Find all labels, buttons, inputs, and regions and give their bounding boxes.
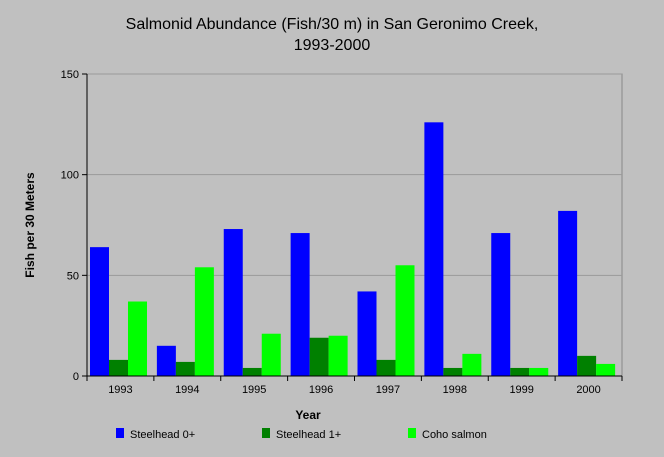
bar-steelhead-1--1996	[309, 337, 329, 376]
bars-group	[90, 122, 616, 376]
legend-swatch-steelhead-1-	[262, 428, 270, 438]
x-tick-label-1998: 1998	[443, 384, 467, 396]
bar-steelhead-1--1998	[443, 367, 463, 376]
y-tick-label-150: 150	[61, 69, 79, 81]
bar-steelhead-0--1994	[156, 345, 176, 376]
bar-steelhead-0--1996	[290, 233, 310, 376]
bar-coho-salmon-1999	[529, 367, 549, 376]
bar-steelhead-0--1993	[90, 247, 109, 376]
bar-coho-salmon-2000	[596, 363, 616, 376]
bar-steelhead-0--1999	[491, 233, 511, 376]
chart-title-line-2: 1993-2000	[293, 37, 371, 54]
y-tick-label-100: 100	[61, 170, 79, 182]
bar-steelhead-1--1994	[175, 361, 195, 376]
legend-label-steelhead-1-: Steelhead 1+	[276, 429, 341, 441]
bar-steelhead-0--2000	[558, 210, 578, 376]
bar-steelhead-1--1999	[510, 367, 530, 376]
legend-label-steelhead-0-: Steelhead 0+	[130, 429, 195, 441]
bar-steelhead-1--1997	[376, 359, 396, 376]
legend-swatch-coho-salmon	[408, 428, 416, 438]
legend-label-coho-salmon: Coho salmon	[422, 429, 487, 441]
x-axis-label: Year	[295, 408, 321, 422]
plot-area	[86, 73, 623, 377]
bar-coho-salmon-1997	[395, 265, 415, 376]
bar-steelhead-0--1995	[223, 229, 243, 376]
x-tick-label-1999: 1999	[509, 384, 533, 396]
bar-steelhead-0--1997	[357, 291, 377, 376]
bar-coho-salmon-1994	[194, 267, 214, 376]
bar-steelhead-0--1998	[424, 122, 444, 376]
bar-steelhead-1--1993	[109, 359, 128, 376]
x-tick-label-2000: 2000	[576, 384, 600, 396]
y-tick-label-0: 0	[73, 371, 79, 383]
bar-coho-salmon-1998	[462, 353, 482, 376]
bar-coho-salmon-1993	[128, 301, 147, 376]
bar-steelhead-1--2000	[577, 355, 597, 376]
legend: Steelhead 0+ Steelhead 1+ Coho salmon	[116, 428, 487, 441]
x-tick-label-1994: 1994	[175, 384, 199, 396]
y-tick-label-50: 50	[67, 270, 79, 282]
x-tick-label-1993: 1993	[108, 384, 132, 396]
legend-swatch-steelhead-0-	[116, 428, 124, 438]
bar-coho-salmon-1995	[261, 333, 281, 376]
chart-title-line-1: Salmonid Abundance (Fish/30 m) in San Ge…	[125, 16, 539, 33]
axes-group	[82, 73, 623, 381]
x-tick-label-1996: 1996	[309, 384, 333, 396]
grid-lines	[87, 73, 622, 276]
y-axis-label: Fish per 30 Meters	[23, 172, 37, 278]
bar-steelhead-1--1995	[242, 367, 262, 376]
tick-labels-group: 0 50 100 150 1993 1994 1995 1996 1997 1998 1999 200…	[61, 69, 601, 396]
bar-coho-salmon-1996	[328, 335, 348, 376]
x-tick-label-1995: 1995	[242, 384, 266, 396]
x-tick-label-1997: 1997	[376, 384, 400, 396]
